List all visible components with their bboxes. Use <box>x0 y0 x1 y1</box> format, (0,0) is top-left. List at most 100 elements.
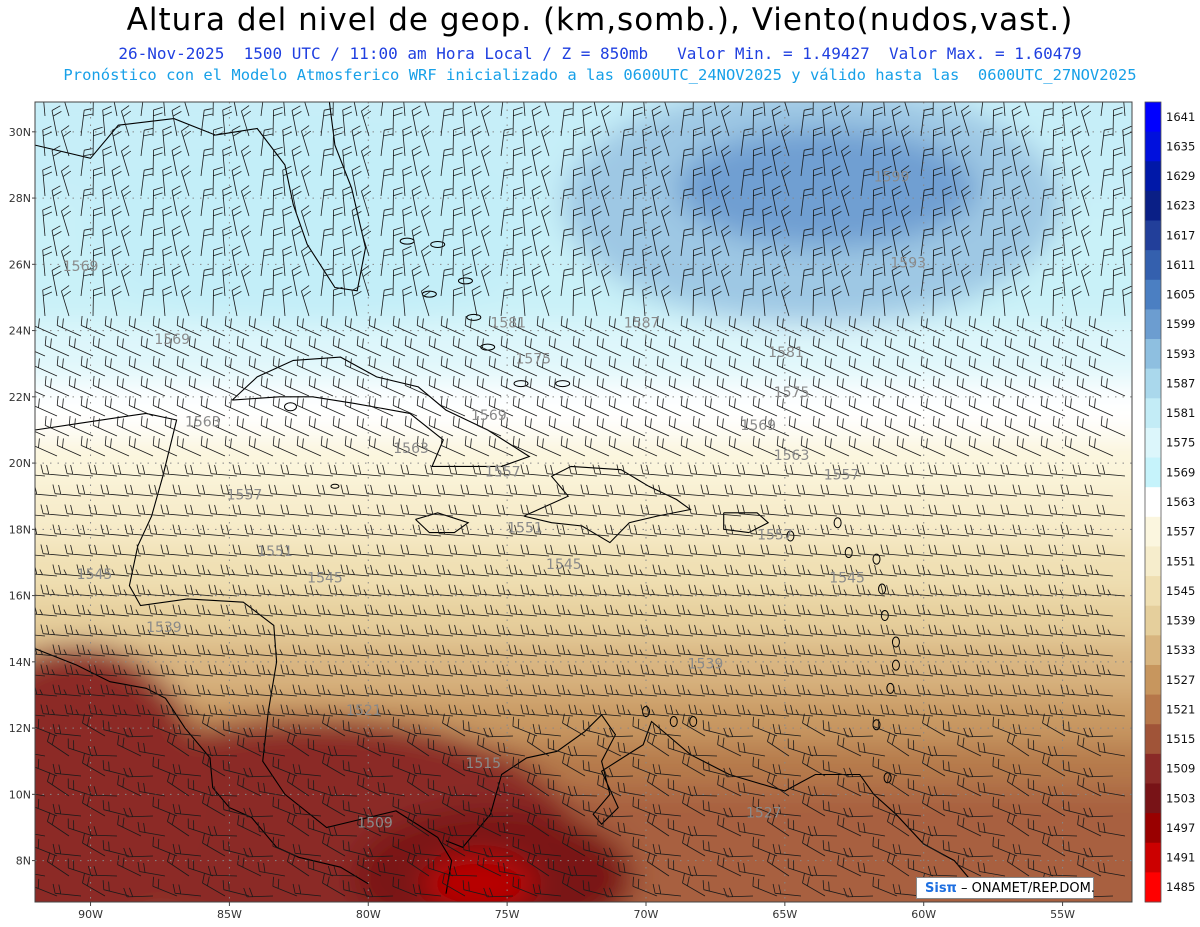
latitude-label: 28N <box>9 192 31 205</box>
coast-bahamas-island <box>555 380 571 388</box>
shade-band <box>35 641 1132 695</box>
map-frame <box>34 101 1133 903</box>
coast-south-america <box>445 713 977 888</box>
coast-bahamas-island <box>466 313 482 321</box>
colorbar-swatch <box>1145 190 1161 222</box>
colorbar-frame <box>1144 101 1162 903</box>
brand-logo: Sisπ <box>925 881 957 896</box>
model-run-line: Pronóstico con el Modelo Atmosferico WRF… <box>63 66 1137 84</box>
contour-label: 1557 <box>227 488 263 504</box>
contour-label: 1521 <box>346 703 382 719</box>
contour-label: 1563 <box>774 448 810 464</box>
colorbar-swatch <box>1145 309 1161 340</box>
latitude-label: 24N <box>9 325 31 338</box>
contour-label: 1575 <box>515 352 551 368</box>
contour-label: 1557 <box>757 527 793 543</box>
colorbar-swatch <box>1145 813 1161 844</box>
contour-label: 1551 <box>257 544 293 560</box>
coast-lesser-antilles-island <box>891 659 900 671</box>
colorbar-label: 1497 <box>1166 821 1195 835</box>
coast-lesser-antilles-island <box>669 715 678 727</box>
colorbar-label: 1599 <box>1166 317 1195 331</box>
geopotential-shading <box>35 102 1132 902</box>
coast-isla-juventud <box>284 402 298 412</box>
contour-label: 1575 <box>774 385 810 401</box>
colorbar-swatch <box>1145 872 1161 903</box>
colorbar-label: 1623 <box>1166 199 1195 213</box>
contour-label: 1581 <box>768 345 804 361</box>
longitude-label: 65W <box>772 908 797 921</box>
colorbar-label: 1611 <box>1166 258 1195 272</box>
colorbar-swatch <box>1145 546 1161 577</box>
latitude-label: 14N <box>9 656 31 669</box>
latitude-label: 26N <box>9 258 31 271</box>
coast-cayman <box>330 483 340 489</box>
map-plot-area: 1599 1593 1587 1581 1581 1575 1575 1569 1569 1569… <box>35 102 1132 902</box>
coast-puerto-rico <box>723 512 770 534</box>
coast-lesser-antilles-island <box>891 636 900 648</box>
shade-band <box>35 383 1132 437</box>
coast-central-america <box>35 412 453 894</box>
colorbar: 1641 1635 1629 1623 1617 1611 1605 1599 1593 1587… <box>1144 101 1195 903</box>
contour-label: 1569 <box>740 418 776 434</box>
contour-label: 1509 <box>357 815 393 831</box>
coast-bahamas-island <box>457 277 473 285</box>
contour-label: 1527 <box>746 806 782 822</box>
map-title: Altura del nivel de geop. (km,somb.), Vi… <box>126 2 1074 38</box>
colorbar-label: 1509 <box>1166 762 1195 776</box>
colorbar-swatch <box>1145 635 1161 666</box>
colorbar-swatch <box>1145 605 1161 636</box>
colorbar-swatch <box>1145 131 1161 162</box>
colorbar-swatch <box>1145 724 1161 755</box>
contour-label: 1569 <box>63 259 99 275</box>
colorbar-swatch <box>1145 783 1161 814</box>
shade-min <box>424 853 535 902</box>
longitude-label: 70W <box>634 908 659 921</box>
colorbar-swatch <box>1145 398 1161 429</box>
colorbar-label: 1563 <box>1166 495 1195 509</box>
colorbar-swatch <box>1145 427 1161 459</box>
latitude-label: 10N <box>9 788 31 801</box>
colorbar-swatch <box>1145 576 1161 607</box>
credit-badge: Sisπ – ONAMET/REP.DOM. <box>916 877 1095 899</box>
contour-label: 1545 <box>546 557 582 573</box>
contour-label: 1587 <box>624 315 660 331</box>
colorbar-label: 1521 <box>1166 702 1195 716</box>
colorbar-label: 1575 <box>1166 436 1195 450</box>
shade-low-west <box>35 644 207 902</box>
coast-lesser-antilles-island <box>872 553 881 565</box>
colorbar-label: 1569 <box>1166 465 1195 479</box>
longitude-label: 90W <box>78 908 103 921</box>
latitude-label: 18N <box>9 523 31 536</box>
colorbar-label: 1605 <box>1166 288 1195 302</box>
contour-label: 1581 <box>490 315 526 331</box>
contour-labels: 1599 1593 1587 1581 1581 1575 1575 1569 1569 1569… <box>63 170 926 832</box>
colorbar-swatch <box>1145 339 1161 370</box>
latitude-label: 8N <box>16 855 31 868</box>
colorbar-swatch <box>1145 753 1161 784</box>
coast-bahamas-island <box>513 380 529 388</box>
colorbar-label: 1617 <box>1166 228 1195 242</box>
colorbar-swatch <box>1145 279 1161 310</box>
contour-label: 1563 <box>185 415 221 431</box>
colorbar-swatch <box>1145 220 1161 251</box>
contour-label: 1593 <box>890 256 926 272</box>
colorbar-swatch <box>1145 487 1161 518</box>
longitude-label: 75W <box>495 908 520 921</box>
contour-label: 1599 <box>874 170 910 186</box>
coast-lesser-antilles-island <box>883 772 892 784</box>
coastlines <box>35 102 977 894</box>
colorbar-label: 1641 <box>1166 110 1195 124</box>
colorbar-label: 1635 <box>1166 139 1195 153</box>
colorbar-swatch <box>1145 842 1161 873</box>
shade-band <box>35 323 1132 384</box>
colorbar-label: 1485 <box>1166 880 1195 894</box>
colorbar-swatch <box>1145 368 1161 399</box>
colorbar-swatch <box>1145 694 1161 725</box>
valid-time-line: 26-Nov-2025 1500 UTC / 11:00 am Hora Loc… <box>118 44 1082 63</box>
contour-label: 1563 <box>393 441 429 457</box>
shade-gulf <box>82 136 543 327</box>
contour-label: 1557 <box>824 468 860 484</box>
shade-band <box>35 542 1132 596</box>
colorbar-label: 1527 <box>1166 673 1195 687</box>
